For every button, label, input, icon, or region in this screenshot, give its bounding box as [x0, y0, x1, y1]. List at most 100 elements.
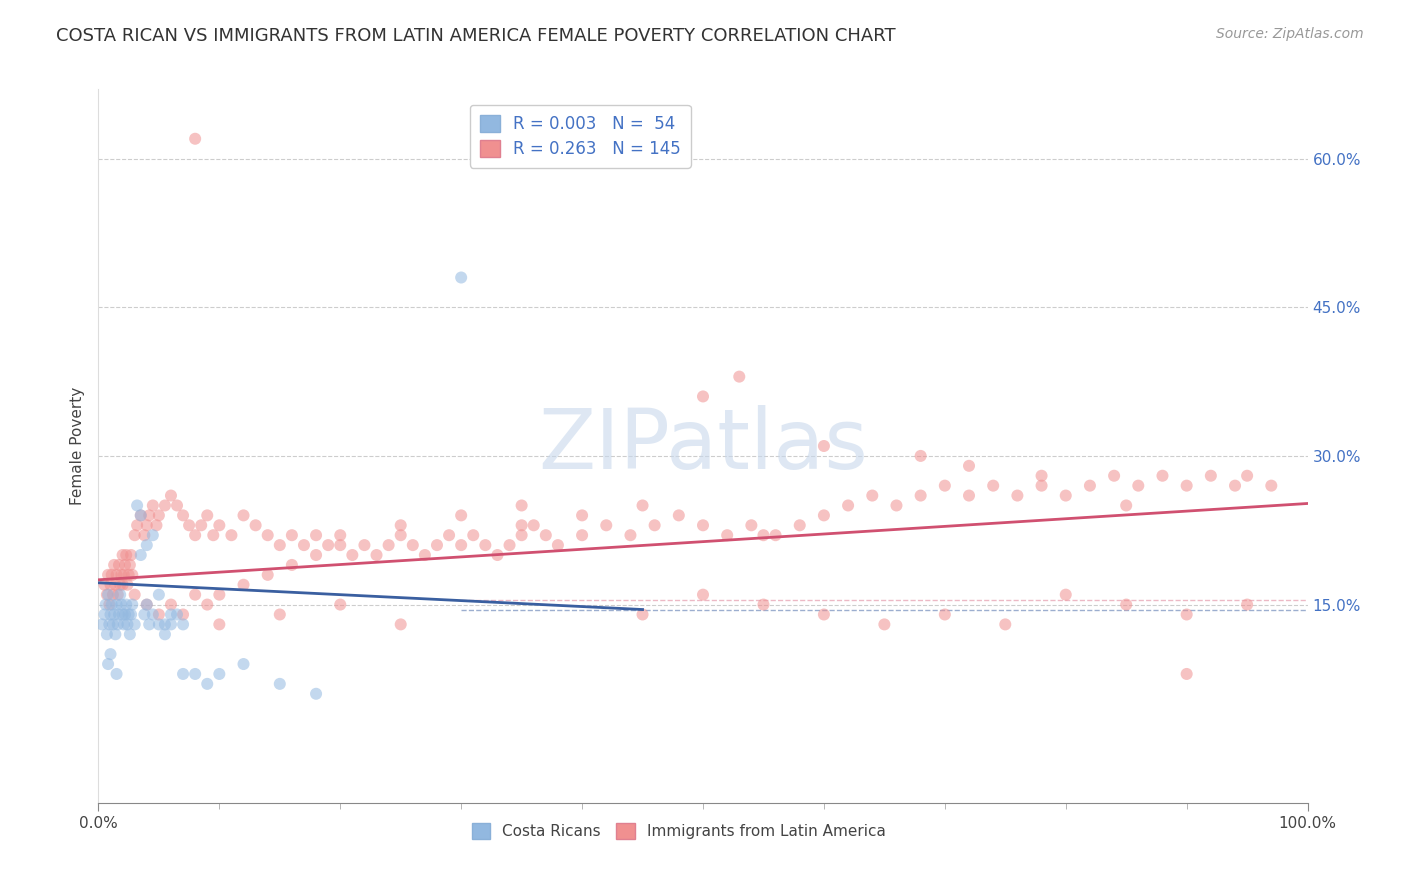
Point	[160, 617, 183, 632]
Point	[107, 617, 129, 632]
Point	[534, 528, 557, 542]
Point	[166, 499, 188, 513]
Point	[97, 567, 120, 582]
Point	[860, 489, 883, 503]
Point	[644, 518, 666, 533]
Point	[195, 677, 218, 691]
Point	[813, 607, 835, 622]
Point	[752, 598, 775, 612]
Point	[692, 518, 714, 533]
Point	[124, 588, 146, 602]
Point	[450, 538, 472, 552]
Point	[160, 607, 183, 622]
Point	[127, 518, 149, 533]
Point	[103, 607, 125, 622]
Point	[292, 538, 315, 552]
Point	[486, 548, 509, 562]
Point	[426, 538, 449, 552]
Point	[910, 449, 932, 463]
Point	[269, 538, 291, 552]
Point	[463, 528, 485, 542]
Point	[765, 528, 787, 542]
Point	[281, 528, 304, 542]
Point	[108, 578, 131, 592]
Point	[1078, 478, 1101, 492]
Point	[934, 478, 956, 492]
Point	[105, 667, 128, 681]
Point	[510, 518, 533, 533]
Point	[135, 598, 157, 612]
Point	[129, 508, 152, 523]
Point	[100, 598, 122, 612]
Point	[142, 499, 165, 513]
Point	[114, 607, 136, 622]
Legend: Costa Ricans, Immigrants from Latin America: Costa Ricans, Immigrants from Latin Amer…	[465, 817, 891, 845]
Point	[184, 588, 207, 602]
Point	[148, 607, 170, 622]
Point	[450, 508, 472, 523]
Point	[934, 607, 956, 622]
Point	[107, 588, 129, 602]
Point	[329, 538, 352, 552]
Point	[547, 538, 569, 552]
Point	[437, 528, 460, 542]
Point	[1236, 598, 1258, 612]
Point	[117, 617, 139, 632]
Point	[1223, 478, 1246, 492]
Point	[160, 598, 183, 612]
Point	[120, 548, 142, 562]
Point	[886, 499, 908, 513]
Point	[498, 538, 520, 552]
Point	[1031, 478, 1053, 492]
Point	[957, 458, 980, 473]
Point	[631, 607, 654, 622]
Point	[1102, 468, 1125, 483]
Point	[269, 607, 291, 622]
Point	[1236, 468, 1258, 483]
Point	[120, 607, 142, 622]
Point	[166, 607, 188, 622]
Point	[305, 528, 328, 542]
Point	[305, 687, 328, 701]
Point	[366, 548, 388, 562]
Point	[716, 528, 738, 542]
Point	[305, 548, 328, 562]
Point	[121, 567, 143, 582]
Point	[329, 598, 352, 612]
Point	[692, 389, 714, 403]
Point	[135, 598, 157, 612]
Point	[184, 132, 207, 146]
Point	[138, 617, 160, 632]
Point	[1175, 478, 1198, 492]
Point	[118, 558, 141, 572]
Point	[134, 528, 156, 542]
Point	[195, 508, 218, 523]
Point	[100, 578, 122, 592]
Point	[752, 528, 775, 542]
Point	[1152, 468, 1174, 483]
Point	[104, 578, 127, 592]
Point	[114, 558, 136, 572]
Point	[111, 607, 134, 622]
Point	[148, 588, 170, 602]
Point	[118, 607, 141, 622]
Point	[142, 607, 165, 622]
Point	[523, 518, 546, 533]
Point	[172, 508, 194, 523]
Point	[377, 538, 399, 552]
Point	[1199, 468, 1222, 483]
Point	[172, 667, 194, 681]
Point	[104, 627, 127, 641]
Point	[97, 588, 120, 602]
Point	[994, 617, 1017, 632]
Point	[208, 667, 231, 681]
Point	[118, 567, 141, 582]
Text: Source: ZipAtlas.com: Source: ZipAtlas.com	[1216, 27, 1364, 41]
Point	[117, 578, 139, 592]
Point	[115, 598, 138, 612]
Point	[100, 647, 122, 661]
Point	[112, 567, 135, 582]
Point	[1260, 478, 1282, 492]
Point	[510, 528, 533, 542]
Point	[135, 538, 157, 552]
